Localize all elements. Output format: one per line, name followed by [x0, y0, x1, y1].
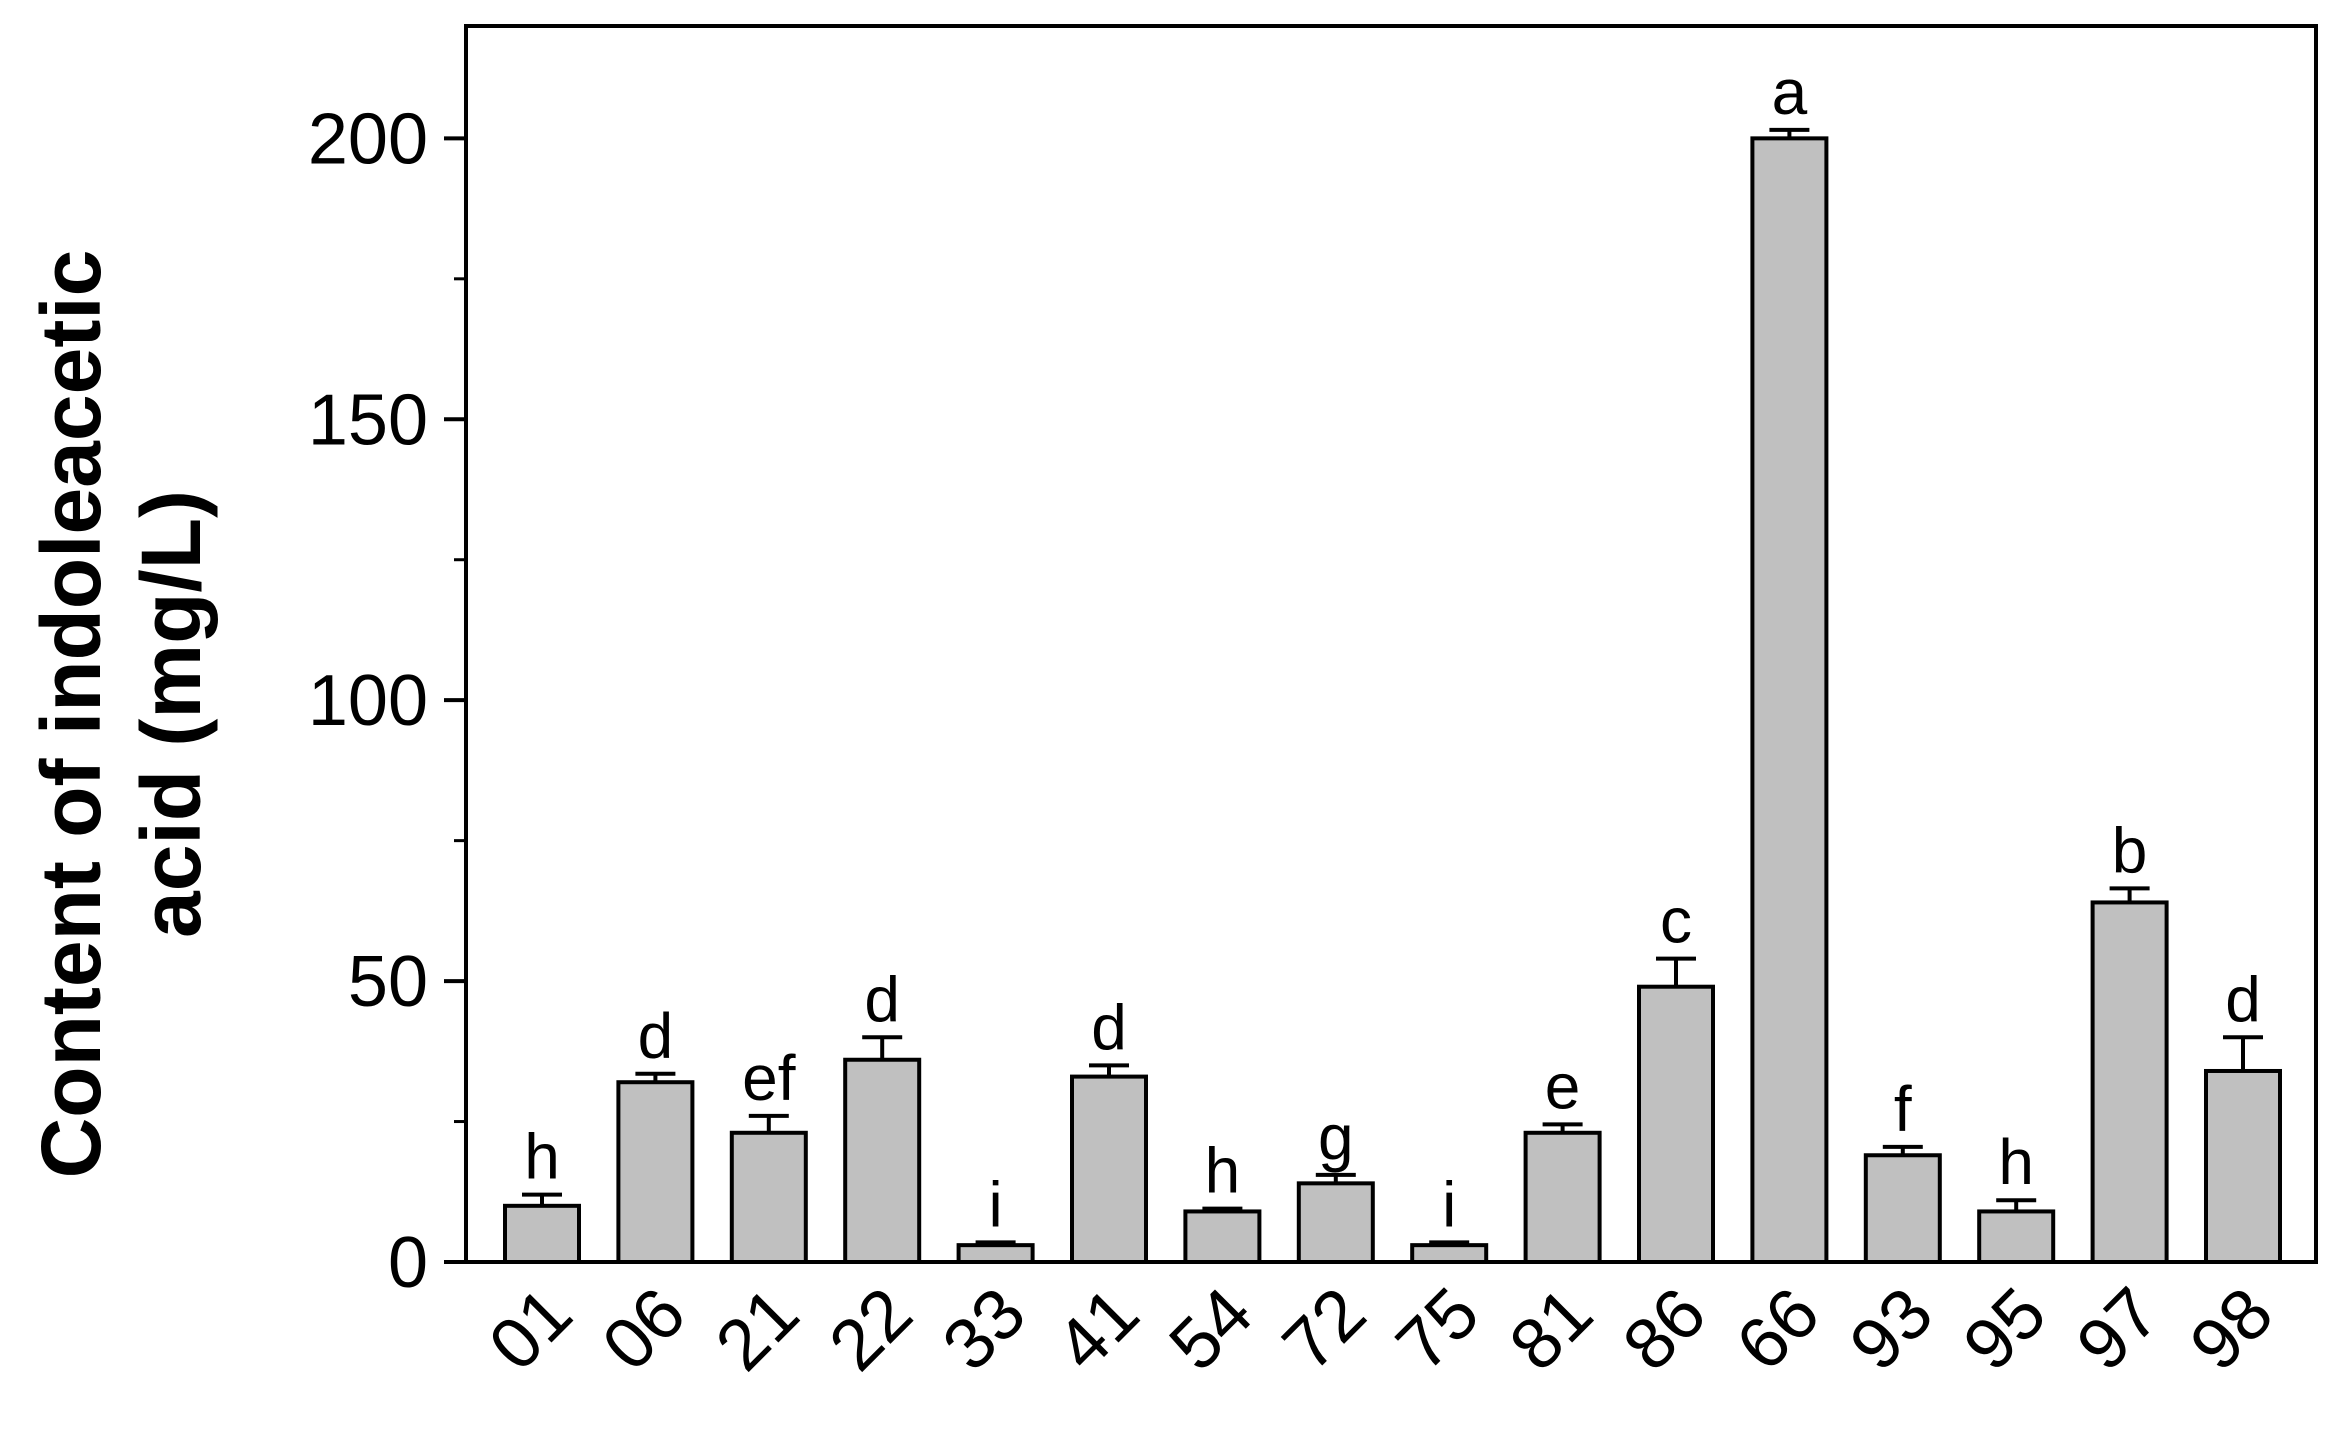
y-tick-label: 150: [308, 380, 428, 460]
significance-letter-72: g: [1318, 1101, 1354, 1173]
significance-letter-97: b: [2112, 814, 2148, 886]
bar-86: [1637, 984, 1715, 1265]
bar-22: [843, 1057, 922, 1265]
significance-letter-06: d: [638, 1000, 674, 1072]
x-tick-label-06: 06: [588, 1273, 701, 1386]
significance-letter-66: a: [1772, 56, 1808, 128]
x-tick-label-22: 22: [814, 1273, 927, 1386]
x-tick-label-97: 97: [2062, 1273, 2175, 1386]
y-axis-label: Content of indoleacetic acid (mg/L): [24, 250, 218, 1179]
significance-letter-21: ef: [742, 1042, 796, 1114]
bar-66: [1750, 136, 1829, 1264]
x-axis: 01 06 21 22 33 41 54 72 75 81 86 66 93 95 97 98: [474, 1273, 2288, 1386]
bar-06: [616, 1080, 695, 1264]
bar-41: [1070, 1074, 1148, 1264]
x-tick-label-81: 81: [1495, 1273, 1608, 1386]
bar-01: [503, 1203, 581, 1265]
y-tick-label: 200: [308, 99, 428, 179]
bar-95: [1977, 1209, 2056, 1265]
x-tick-label-72: 72: [1268, 1273, 1381, 1386]
bar-72: [1296, 1181, 1375, 1265]
significance-letter-22: d: [864, 963, 900, 1035]
y-axis-label-line-1: Content of indoleacetic: [24, 250, 118, 1179]
significance-letter-93: f: [1894, 1073, 1912, 1145]
bar-81: [1523, 1130, 1602, 1265]
significance-letter-86: c: [1660, 885, 1692, 957]
x-tick-label-41: 41: [1041, 1273, 1154, 1386]
plot-frame: [464, 24, 2318, 1264]
x-tick-label-98: 98: [2175, 1273, 2288, 1386]
bar-21: [729, 1130, 808, 1265]
x-tick-label-93: 93: [1835, 1273, 1948, 1386]
y-axis: 0 50 100 150 200: [308, 99, 466, 1303]
x-tick-label-66: 66: [1722, 1273, 1835, 1386]
bar-54: [1183, 1209, 1262, 1265]
significance-letter-95: h: [1998, 1126, 2034, 1198]
y-tick-label: 0: [388, 1223, 428, 1303]
x-tick-label-54: 54: [1155, 1273, 1268, 1386]
bar-93: [1863, 1153, 1942, 1264]
significance-letter-98: d: [2225, 963, 2261, 1035]
x-tick-label-95: 95: [1948, 1273, 2061, 1386]
x-tick-label-21: 21: [701, 1273, 814, 1386]
x-tick-label-86: 86: [1608, 1273, 1721, 1386]
x-tick-label-01: 01: [474, 1273, 587, 1386]
significance-letter-01: h: [524, 1121, 560, 1193]
significance-letter-75: i: [1442, 1168, 1456, 1240]
significance-letter-54: h: [1205, 1135, 1241, 1207]
significance-letter-81: e: [1545, 1050, 1581, 1122]
y-tick-label: 100: [308, 661, 428, 741]
bar-98: [2204, 1068, 2282, 1264]
x-tick-label-33: 33: [928, 1273, 1041, 1386]
significance-letter-33: i: [988, 1168, 1002, 1240]
y-axis-label-line-2: acid (mg/L): [124, 490, 218, 938]
bar-75: [1410, 1243, 1489, 1265]
x-tick-label-75: 75: [1381, 1273, 1494, 1386]
bar-97: [2090, 900, 2169, 1264]
significance-letter-41: d: [1091, 991, 1127, 1063]
bar-33: [956, 1243, 1035, 1265]
plot-area: [464, 24, 2318, 1264]
y-tick-label: 50: [348, 942, 428, 1022]
